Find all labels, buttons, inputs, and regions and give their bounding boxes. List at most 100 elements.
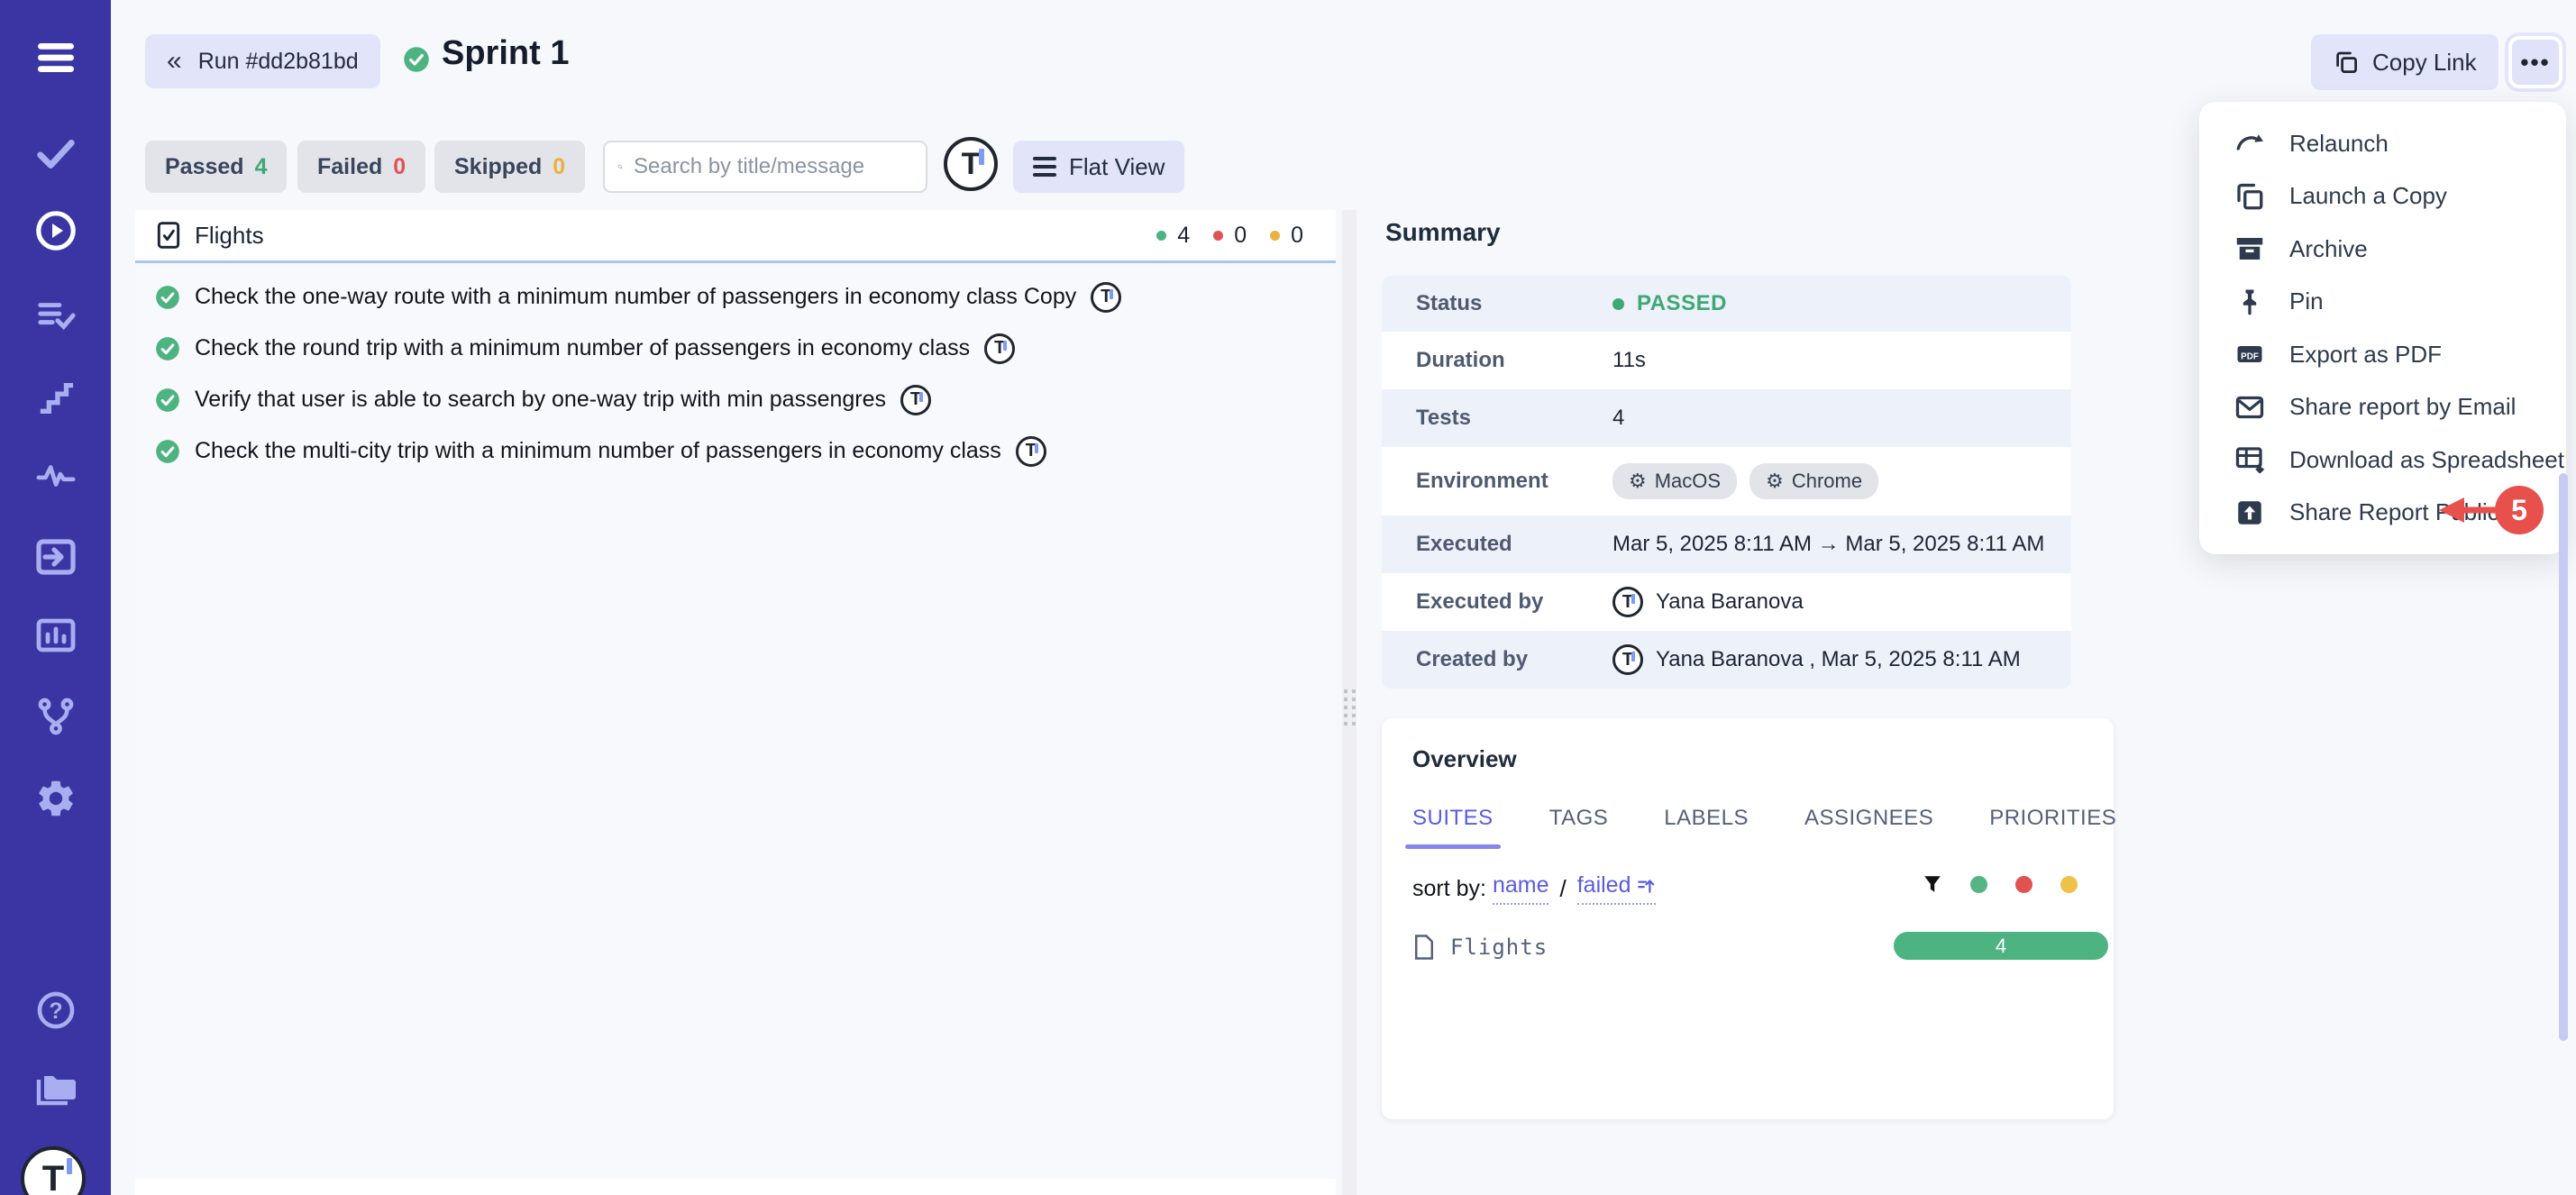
search-input[interactable] [634, 154, 913, 179]
search-icon [617, 164, 623, 169]
projects-folders-icon[interactable] [0, 1069, 111, 1108]
flat-view-label: Flat View [1069, 152, 1165, 180]
tab-assignees[interactable]: ASSIGNEES [1804, 806, 1934, 830]
user-avatar-icon: T [1612, 644, 1643, 675]
reporter-filter-button[interactable]: T [944, 137, 998, 191]
overview-card: Overview SUITES TAGS LABELS ASSIGNEES PR… [1382, 718, 2117, 1119]
tab-priorities[interactable]: PRIORITIES [1989, 806, 2117, 830]
menu-item-label: Share report by Email [2289, 393, 2517, 421]
menu-item-launch-copy[interactable]: Launch a Copy [2199, 170, 2566, 223]
test-row[interactable]: Check the round trip with a minimum numb… [135, 323, 1336, 374]
vertical-scrollbar[interactable] [2559, 473, 2568, 1041]
suite-skipped-count: 0 [1291, 222, 1303, 248]
pulse-activity-icon[interactable] [0, 460, 111, 492]
filter-skipped-button[interactable]: Skipped 0 [434, 141, 586, 193]
passed-dot-icon [1156, 230, 1167, 241]
search-box [603, 141, 927, 193]
summary-row-duration: Duration 11s [1382, 332, 2071, 389]
runs-play-icon[interactable] [0, 209, 111, 252]
pull-request-box-icon[interactable] [0, 537, 111, 577]
failed-dot-icon [1213, 230, 1224, 241]
menu-item-pin[interactable]: Pin [2199, 276, 2566, 329]
menu-item-label: Download as Spreadsheet [2289, 445, 2564, 473]
tests-label: Tests [1416, 406, 1471, 430]
spreadsheet-icon [2235, 447, 2265, 474]
menu-item-relaunch[interactable]: Relaunch [2199, 117, 2566, 170]
failed-label: Failed [317, 153, 383, 179]
test-title: Check the round trip with a minimum numb… [195, 335, 971, 360]
passed-count: 4 [254, 153, 268, 179]
testomat-reporter-icon[interactable]: T [1091, 281, 1122, 313]
tab-suites[interactable]: SUITES [1405, 806, 1501, 849]
suite-passed-count: 4 [1177, 222, 1191, 248]
overview-title: Overview [1412, 745, 1517, 772]
tab-labels[interactable]: LABELS [1664, 806, 1749, 830]
copy-icon [2336, 51, 2357, 73]
run-status-passed-icon [403, 46, 430, 78]
testomat-reporter-icon[interactable]: T [900, 384, 932, 415]
failed-count: 0 [393, 153, 406, 179]
executed-label: Executed [1416, 532, 1512, 556]
testomat-reporter-icon[interactable]: T [984, 333, 1016, 364]
settings-gear-icon[interactable] [0, 777, 111, 820]
test-row[interactable]: Check the one-way route with a minimum n… [135, 271, 1336, 323]
menu-item-label: Share Report Publicly [2289, 498, 2517, 526]
status-legend [1923, 874, 2078, 894]
suite-failed-count: 0 [1234, 222, 1247, 248]
menu-item-export-pdf[interactable]: PDF Export as PDF [2199, 328, 2566, 381]
back-to-run-button[interactable]: « Run #dd2b81bd [145, 34, 380, 88]
environment-badge-chrome: ⚙ Chrome [1749, 463, 1879, 499]
sort-row: sort by: name / failed [1412, 872, 2083, 905]
user-avatar[interactable]: T [21, 1146, 86, 1195]
more-actions-button[interactable]: ••• [2505, 32, 2566, 92]
sort-ascending-icon [1638, 879, 1655, 893]
testomat-logo-icon: T [21, 1146, 86, 1195]
flat-view-button[interactable]: Flat View [1013, 141, 1185, 193]
suite-header[interactable]: Flights 4 0 0 [135, 210, 1336, 263]
milestones-steps-icon[interactable] [0, 379, 111, 416]
testomat-logo-icon: T [944, 137, 998, 191]
copy-link-button[interactable]: Copy Link [2311, 34, 2498, 90]
branches-icon[interactable] [0, 696, 111, 737]
legend-failed-dot[interactable] [2015, 875, 2032, 893]
svg-text:PDF: PDF [2241, 352, 2259, 362]
passed-label: Passed [165, 153, 244, 179]
environment-name: MacOS [1654, 470, 1722, 492]
legend-passed-dot[interactable] [1970, 875, 1987, 893]
filter-failed-button[interactable]: Failed 0 [297, 141, 426, 193]
sidebar: ? T [0, 0, 111, 1195]
filter-passed-button[interactable]: Passed 4 [145, 141, 288, 193]
skipped-dot-icon [1270, 230, 1281, 241]
test-row[interactable]: Check the multi-city trip with a minimum… [135, 425, 1336, 477]
divider-drag-handle[interactable] [1344, 689, 1356, 725]
skipped-label: Skipped [454, 153, 543, 179]
test-plans-icon[interactable] [0, 296, 111, 334]
summary-row-created-by: Created by T Yana Baranova , Mar 5, 2025… [1382, 631, 2071, 689]
menu-item-archive[interactable]: Archive [2199, 223, 2566, 276]
testomat-reporter-icon[interactable]: T [1015, 435, 1046, 467]
passed-bar: 4 [1894, 932, 2108, 960]
sort-by-failed-link[interactable]: failed [1576, 872, 1657, 905]
summary-table: Status PASSED Duration 11s Tests 4 Envir… [1382, 276, 2071, 689]
menu-item-share-email[interactable]: Share report by Email [2199, 381, 2566, 434]
analytics-bar-chart-icon[interactable] [0, 616, 111, 654]
archive-icon [2236, 238, 2263, 260]
help-icon[interactable]: ? [0, 990, 111, 1031]
sort-divider: / [1559, 874, 1567, 902]
tests-check-icon[interactable] [0, 135, 111, 171]
menu-item-share-publicly[interactable]: Share Report Publicly [2199, 487, 2566, 540]
legend-skipped-dot[interactable] [2060, 875, 2078, 893]
passed-bar-value: 4 [1995, 934, 2007, 957]
test-row[interactable]: Verify that user is able to search by on… [135, 374, 1336, 425]
sort-by-name-link[interactable]: name [1492, 872, 1549, 905]
filter-funnel-icon[interactable] [1923, 874, 1942, 894]
hamburger-menu-icon[interactable] [0, 40, 111, 76]
environment-badge-macos: ⚙ MacOS [1612, 463, 1738, 499]
overview-suite-row[interactable]: Flights 4 [1412, 932, 2108, 961]
menu-item-download-spreadsheet[interactable]: Download as Spreadsheet [2199, 433, 2566, 487]
suite-counts: 4 0 0 [1156, 223, 1316, 249]
executed-value: Mar 5, 2025 8:11 AM → Mar 5, 2025 8:11 A… [1612, 532, 2045, 556]
summary-row-environment: Environment ⚙ MacOS ⚙ Chrome [1382, 447, 2071, 515]
menu-item-label: Pin [2289, 287, 2324, 315]
tab-tags[interactable]: TAGS [1548, 806, 1609, 830]
